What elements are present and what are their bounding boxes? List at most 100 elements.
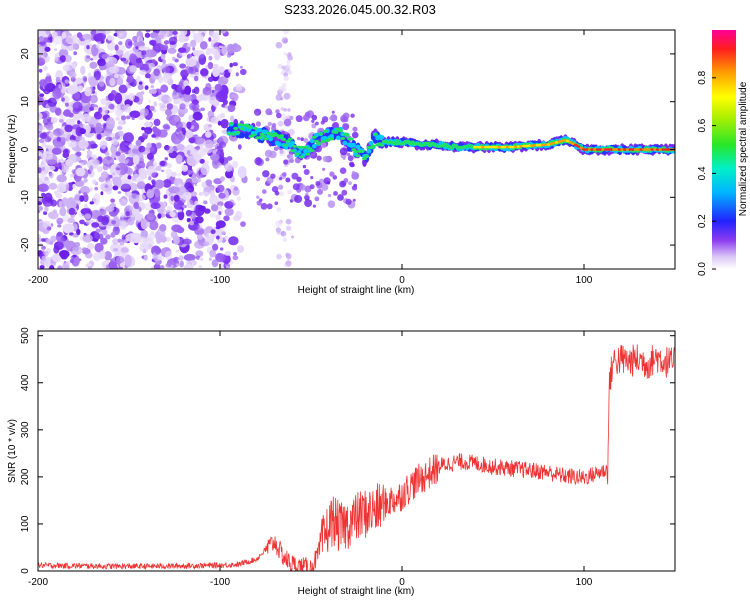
signal-track-blob <box>305 152 311 156</box>
noise-speckle <box>128 193 140 205</box>
signal-track-blob <box>353 150 359 154</box>
signal-track-blob <box>329 134 335 139</box>
noise-speckle <box>113 216 119 221</box>
noise-speckle <box>146 142 152 149</box>
colorbar-tick-label: 0.0 <box>697 262 708 276</box>
noise-speckle <box>61 97 65 102</box>
noise-speckle <box>267 121 272 127</box>
noise-speckle <box>106 179 113 186</box>
signal-core-blob <box>666 148 671 151</box>
noise-speckle <box>119 241 125 246</box>
noise-speckle <box>332 175 338 180</box>
noise-speckle <box>100 98 107 105</box>
noise-speckle <box>51 253 62 263</box>
noise-speckle <box>240 221 246 228</box>
noise-speckle <box>209 213 217 218</box>
noise-speckle <box>349 162 355 168</box>
x-tick-label: -200 <box>28 275 48 286</box>
noise-speckle <box>105 205 115 212</box>
noise-speckle <box>283 30 289 35</box>
noise-speckle <box>183 263 194 269</box>
noise-speckle <box>274 201 279 205</box>
noise-speckle <box>286 53 290 58</box>
noise-speckle <box>275 109 280 114</box>
noise-speckle <box>106 60 115 69</box>
noise-speckle <box>214 51 221 61</box>
signal-track-blob <box>338 129 343 133</box>
noise-speckle <box>281 37 289 44</box>
noise-speckle <box>118 32 124 37</box>
noise-speckle <box>209 93 216 101</box>
colorbar-tick-label: 0.8 <box>697 70 708 84</box>
noise-speckle <box>153 43 165 52</box>
signal-track-blob <box>261 134 267 138</box>
noise-speckle <box>95 32 106 41</box>
noise-speckle <box>226 53 232 58</box>
noise-speckle <box>179 103 186 110</box>
noise-speckle <box>218 227 226 235</box>
noise-speckle <box>119 173 123 179</box>
noise-speckle <box>126 115 131 120</box>
noise-speckle <box>118 84 128 94</box>
noise-speckle <box>304 199 313 208</box>
noise-speckle <box>339 147 348 156</box>
signal-core-blob <box>497 145 502 149</box>
noise-speckle <box>113 73 119 79</box>
noise-speckle <box>171 131 183 145</box>
noise-speckle <box>75 156 82 162</box>
signal-track-blob <box>292 144 297 148</box>
noise-speckle <box>159 103 167 112</box>
noise-speckle <box>162 59 167 64</box>
noise-speckle <box>38 183 49 192</box>
signal-core-blob <box>582 148 586 151</box>
noise-speckle <box>194 183 197 187</box>
noise-speckle <box>114 44 119 51</box>
noise-speckle <box>190 191 198 197</box>
y-tick-label: -10 <box>20 190 31 205</box>
signal-core-blob <box>661 148 665 151</box>
noise-speckle <box>125 210 130 217</box>
signal-core-blob <box>563 138 567 142</box>
signal-track-blob <box>303 149 308 154</box>
colorbar-ticks: 0.0 0.2 0.4 0.6 0.8 <box>697 70 716 276</box>
noise-speckle <box>164 144 170 151</box>
noise-speckle <box>185 144 195 155</box>
signal-track-blob <box>239 131 245 139</box>
noise-speckle <box>41 192 46 197</box>
noise-speckle <box>287 253 292 258</box>
noise-speckle <box>237 245 245 253</box>
noise-speckle <box>128 92 136 101</box>
noise-speckle <box>185 130 194 139</box>
signal-track-blob <box>510 147 516 151</box>
colorbar-tick-label: 0.4 <box>697 166 708 180</box>
signal-track-blob <box>322 135 328 141</box>
noise-speckle <box>235 83 243 92</box>
noise-speckle <box>136 181 146 190</box>
noise-speckle <box>200 107 206 112</box>
signal-core-blob <box>508 145 513 149</box>
signal-track-blob <box>281 137 287 141</box>
noise-speckle <box>160 45 168 51</box>
signal-track-blob <box>342 140 348 146</box>
noise-speckle <box>322 167 326 171</box>
noise-speckle <box>215 226 221 230</box>
noise-speckle <box>149 39 157 46</box>
noise-speckle <box>282 172 287 177</box>
noise-speckle <box>47 97 57 108</box>
noise-speckle <box>345 198 352 205</box>
noise-speckle <box>83 178 88 183</box>
noise-speckle <box>280 230 287 237</box>
colorbar-tick-label: 0.6 <box>697 118 708 132</box>
noise-speckle <box>117 238 122 243</box>
noise-speckle <box>58 200 63 208</box>
noise-speckle <box>120 183 132 192</box>
noise-speckle <box>149 32 158 39</box>
noise-speckle <box>97 58 106 67</box>
signal-track-blob <box>333 130 339 134</box>
noise-speckle <box>151 59 156 64</box>
noise-speckle <box>319 141 327 149</box>
noise-speckle <box>108 103 115 110</box>
signal-track-blob <box>368 140 374 146</box>
noise-speckle <box>207 124 212 128</box>
noise-speckle <box>42 151 53 160</box>
